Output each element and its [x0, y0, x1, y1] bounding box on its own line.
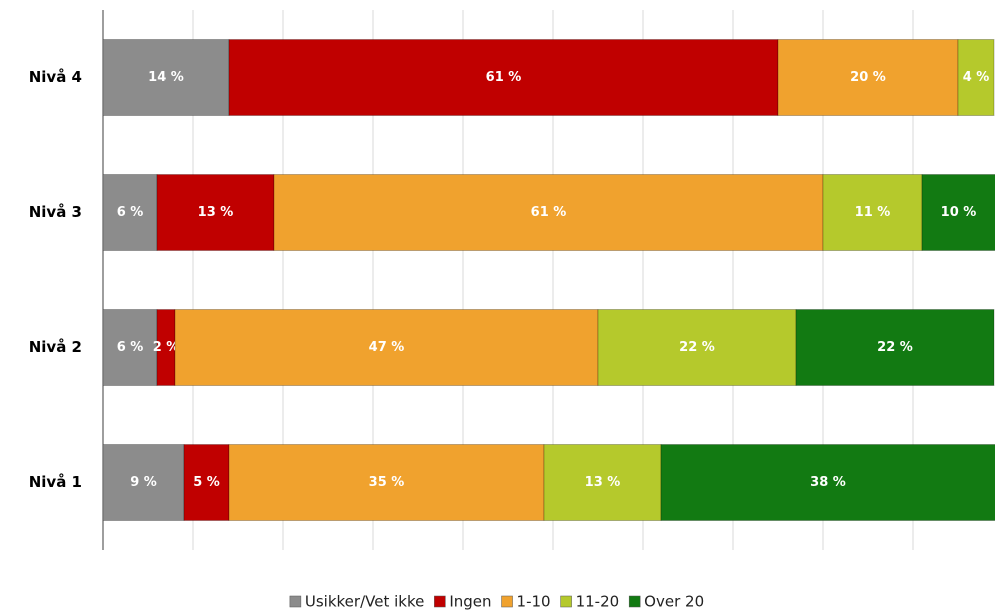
bar-segment	[183, 444, 230, 521]
value-label: 20 %	[850, 70, 886, 85]
bar-segment	[957, 39, 995, 116]
bar-segment	[103, 174, 158, 251]
value-label: 22 %	[877, 340, 913, 355]
category-label: Nivå 4	[29, 68, 82, 86]
bar-segment	[228, 444, 545, 521]
legend-swatch	[560, 595, 572, 608]
legend-swatch	[628, 595, 641, 608]
bar-segment	[103, 444, 185, 521]
bar-segment	[660, 444, 995, 521]
bar-segment	[921, 174, 995, 251]
value-label: 61 %	[486, 70, 522, 85]
bar-segment	[822, 174, 923, 251]
bars: 14 % 61 % 20 % 4 % 6 % 13 % 61 % 11 % 10 % 6 % 2 %…	[103, 39, 995, 521]
value-label: 4 %	[963, 70, 990, 85]
value-label: 61 %	[531, 205, 567, 220]
bar-segment	[795, 309, 995, 386]
legend-label: Usikker/Vet ikke	[305, 593, 424, 611]
value-label: 14 %	[148, 70, 184, 85]
value-label: 35 %	[369, 475, 405, 490]
legend: Usikker/Vet ikke Ingen 1-10 11-20 Over 20	[289, 593, 704, 611]
legend-label: 11-20	[576, 593, 620, 611]
value-label: 2 %	[153, 340, 180, 355]
value-label: 47 %	[369, 340, 405, 355]
bar-segment	[597, 309, 797, 386]
value-label: 38 %	[810, 475, 846, 490]
legend-swatch	[289, 595, 302, 608]
bar-segment	[103, 39, 230, 116]
legend-label: 1-10	[517, 593, 551, 611]
category-label: Nivå 1	[29, 473, 82, 491]
legend-label: Ingen	[449, 593, 491, 611]
value-label: 13 %	[198, 205, 234, 220]
labels: Nivå 4 Nivå 3 Nivå 2 Nivå 1	[29, 68, 82, 491]
bar-segment	[273, 174, 824, 251]
legend-swatch	[434, 595, 446, 608]
value-label: 10 %	[941, 205, 977, 220]
value-label: 9 %	[130, 475, 157, 490]
value-label: 6 %	[117, 340, 144, 355]
bar-segment	[543, 444, 662, 521]
value-label: 6 %	[117, 205, 144, 220]
value-label: 11 %	[855, 205, 891, 220]
value-label: 5 %	[193, 475, 220, 490]
value-label: 22 %	[679, 340, 715, 355]
bar-segment	[228, 39, 779, 116]
category-label: Nivå 2	[29, 338, 82, 356]
legend-swatch	[501, 595, 513, 608]
value-label: 13 %	[585, 475, 621, 490]
bar-segment	[156, 174, 275, 251]
bar-segment	[174, 309, 599, 386]
legend-label: Over 20	[644, 593, 704, 611]
category-label: Nivå 3	[29, 203, 82, 221]
